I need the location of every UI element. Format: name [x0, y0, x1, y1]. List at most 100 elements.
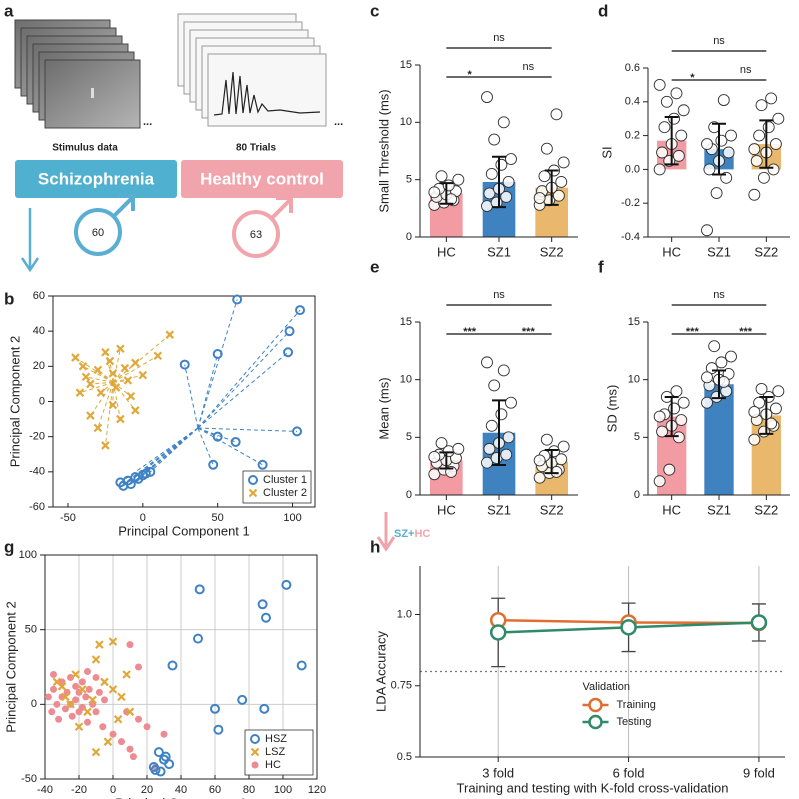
- data-point: [677, 104, 690, 117]
- panel-label: h: [370, 537, 380, 556]
- data-point: [99, 723, 107, 731]
- data-point: [701, 396, 713, 409]
- centroid-line: [184, 364, 199, 429]
- error-bar: [544, 169, 559, 206]
- data-point: [675, 129, 688, 142]
- comparison-label: ns: [493, 289, 505, 301]
- x-tick-label: SZ1: [487, 502, 511, 517]
- centroid-line: [104, 382, 114, 446]
- data-point: [153, 351, 163, 361]
- data-point: [435, 437, 448, 450]
- error-bar: [439, 451, 454, 470]
- data-point: [101, 347, 110, 357]
- data-point: [495, 408, 508, 421]
- data-point: [84, 718, 91, 726]
- x-tick-label: -50: [60, 512, 76, 524]
- data-point: [44, 693, 52, 701]
- data-point: [82, 693, 90, 701]
- data-point: [675, 414, 688, 426]
- data-point: [55, 715, 63, 723]
- data-point: [715, 356, 728, 369]
- data-point: [495, 158, 508, 171]
- error-bar: [492, 399, 506, 467]
- data-point: [167, 660, 178, 671]
- data-point: [533, 471, 546, 484]
- data-point: [753, 396, 766, 409]
- comparison-label: ***: [739, 326, 753, 338]
- centroid-line: [82, 365, 114, 383]
- data-point: [105, 356, 115, 366]
- hc-button-label: Healthy control: [200, 169, 324, 188]
- x-tick-label: 0: [110, 784, 116, 796]
- data-point: [48, 708, 56, 716]
- data-point: [452, 442, 465, 455]
- data-point: [57, 682, 67, 691]
- icon-arrow-head: [276, 196, 293, 213]
- data-point: [125, 479, 136, 490]
- sz-button: [15, 160, 177, 198]
- data-point: [108, 369, 118, 378]
- data-point: [78, 685, 87, 694]
- line-marker: [750, 614, 768, 631]
- data-point: [653, 78, 666, 91]
- data-point: [165, 330, 175, 339]
- legend-label: LSZ: [265, 746, 285, 758]
- data-point: [540, 433, 553, 446]
- panel-label: d: [598, 1, 608, 20]
- data-point: [131, 358, 140, 368]
- legend-marker: [588, 697, 603, 713]
- x-tick-label: SZ1: [707, 502, 731, 517]
- error-bar: [664, 395, 679, 438]
- data-point: [284, 326, 295, 337]
- x-tick-label: SZ2: [540, 502, 564, 517]
- data-point: [66, 700, 75, 709]
- data-point: [296, 660, 307, 671]
- data-point: [72, 682, 80, 690]
- legend-marker: [250, 734, 260, 744]
- data-point: [83, 707, 92, 717]
- data-point: [767, 163, 780, 176]
- centroid-line: [112, 355, 159, 383]
- caption: Stimulus data: [52, 143, 118, 154]
- data-point: [295, 305, 306, 316]
- data-point: [116, 344, 125, 354]
- data-point: [103, 737, 113, 746]
- x-tick-label: 50: [212, 512, 224, 524]
- y-tick-label: 0: [634, 489, 640, 501]
- merge-arrow: [376, 512, 396, 552]
- arrow-head: [376, 536, 396, 552]
- data-point: [442, 179, 455, 192]
- hc-count: 63: [250, 229, 262, 241]
- centroid-line: [100, 381, 114, 394]
- y-axis-label: Mean (ms): [376, 377, 391, 439]
- data-point: [208, 459, 219, 470]
- data-point: [668, 402, 681, 415]
- data-point: [179, 359, 190, 370]
- data-point: [78, 362, 88, 371]
- y-tick-label: 0: [31, 698, 37, 710]
- comparison-label: ns: [493, 32, 505, 44]
- line-marker: [620, 619, 637, 636]
- data-point: [50, 670, 57, 678]
- panel-label: a: [4, 1, 14, 20]
- data-point: [78, 678, 86, 686]
- comparison-label: ns: [740, 64, 752, 76]
- x-tick-label: -20: [71, 784, 87, 796]
- data-point: [116, 414, 125, 424]
- data-point: [502, 176, 515, 188]
- merge-label-sz: SZ+: [394, 528, 414, 540]
- y-axis-label: SD (ms): [604, 385, 619, 433]
- data-point: [772, 385, 785, 398]
- data-point: [725, 129, 737, 142]
- data-point: [53, 700, 61, 708]
- data-point: [748, 433, 761, 446]
- comparison-label: ***: [686, 326, 700, 338]
- x-tick-label: 80: [243, 784, 255, 796]
- legend-label: HSZ: [265, 733, 287, 745]
- line-marker: [489, 624, 507, 641]
- data-point: [701, 138, 713, 151]
- data-point: [111, 383, 121, 392]
- panel-label: f: [598, 257, 604, 276]
- error-bar: [759, 119, 774, 169]
- error-bar: [664, 116, 679, 166]
